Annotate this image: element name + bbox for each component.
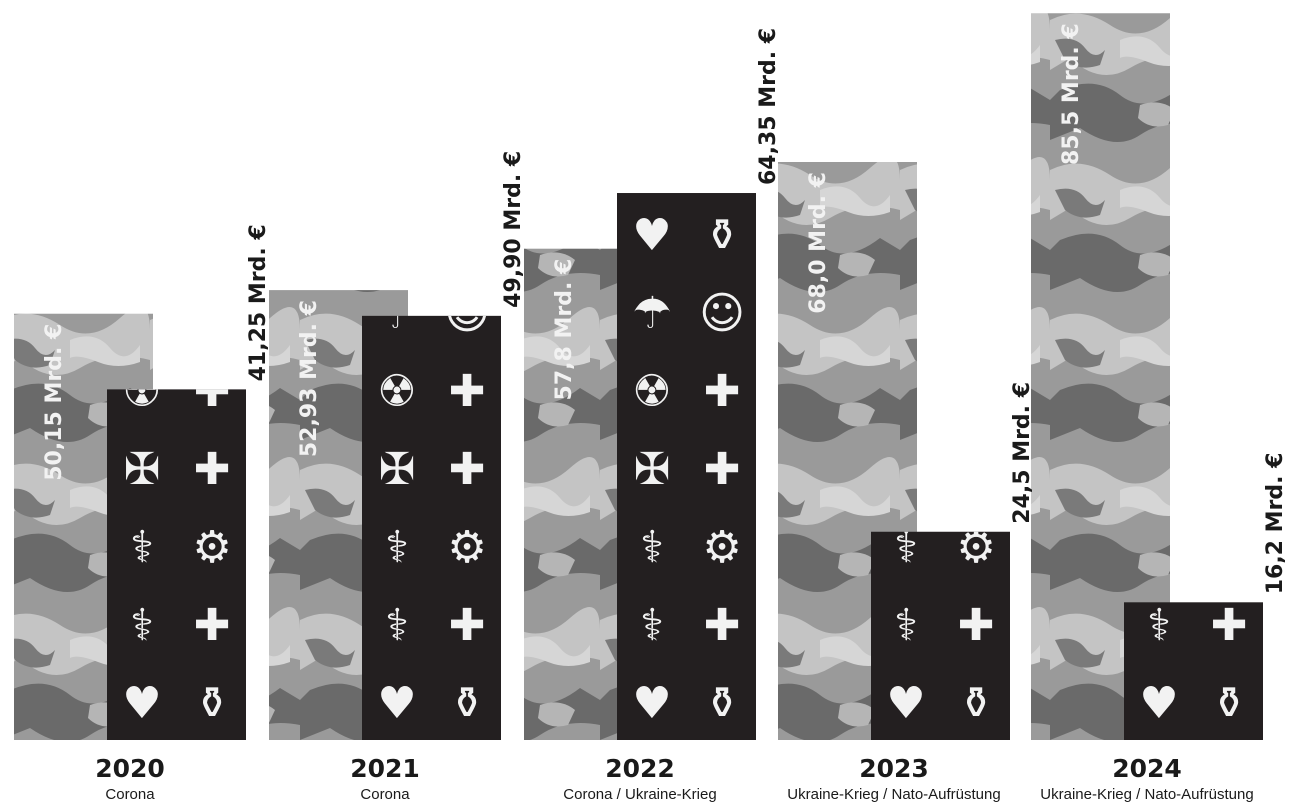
first-aid-kit-icon: ✚: [958, 600, 995, 651]
medicine-bottle-icon: ⚱: [449, 678, 486, 729]
family-icon: ☺: [444, 288, 490, 339]
thermometer-icon: ⚙: [1209, 522, 1248, 573]
syringe-icon: ☢: [632, 366, 671, 417]
blood-bag-icon: ✚: [1211, 444, 1248, 495]
first-aid-kit-icon: ✚: [958, 132, 995, 183]
bar-medical-2024: [1124, 602, 1263, 740]
bar-medical-2022: [617, 193, 756, 740]
syringe-icon: ☢: [122, 366, 161, 417]
heart-icon: ♥: [377, 210, 416, 261]
year-label-2022: 2022: [605, 754, 675, 783]
subtitle-label-2021: Corona: [360, 786, 410, 803]
blood-bag-icon: ✚: [704, 444, 741, 495]
medicine-bottle-icon: ⚱: [1211, 210, 1248, 261]
dropper-icon: ⚕: [130, 132, 154, 183]
medical-icons-2022: ♥ ⚱ ⚕ ✚ ⚕ ⚙ ✠ ✚ ☢ ✚ ☂ ☺ ♥ ⚱ ⚕ ✚: [632, 132, 745, 729]
thermometer-icon: ⚙: [702, 522, 741, 573]
heart-icon: ♥: [122, 678, 161, 729]
bar-medical-2020: [107, 389, 246, 740]
family-icon: ☺: [189, 288, 235, 339]
medical-icons-2021: ♥ ⚱ ⚕ ✚ ⚕ ⚙ ✠ ✚ ☢ ✚ ☂ ☺ ♥ ⚱ ⚕ ✚: [377, 132, 490, 729]
subtitle-label-2022: Corona / Ukraine-Krieg: [563, 786, 716, 803]
dropper-icon: ⚕: [1147, 600, 1171, 651]
blood-bag-icon: ✚: [958, 444, 995, 495]
stethoscope-icon: ⚕: [640, 522, 664, 573]
heart-icon: ♥: [886, 678, 925, 729]
value-label-camo-2020: 50,15 Mrd. €: [42, 324, 67, 481]
family-icon: ☺: [1206, 288, 1252, 339]
medicine-bottle-icon: ⚱: [194, 210, 231, 261]
syringe-icon: ☢: [377, 366, 416, 417]
value-label-medical-2022: 64,35 Mrd. €: [756, 28, 781, 185]
umbrella-icon: ☂: [632, 288, 671, 339]
bandage-icon: ✠: [124, 444, 161, 495]
first-aid-kit-icon: ✚: [449, 600, 486, 651]
first-aid-kit-icon: ✚: [449, 132, 486, 183]
first-aid-kit-icon: ✚: [704, 600, 741, 651]
dropper-icon: ⚕: [640, 600, 664, 651]
bandage-icon: ✠: [634, 444, 671, 495]
value-label-camo-2022: 57,8 Mrd. €: [552, 259, 577, 401]
heart-icon: ♥: [632, 210, 671, 261]
hand-plus-icon: ✚: [449, 366, 486, 417]
hand-plus-icon: ✚: [1211, 366, 1248, 417]
medical-icons-2023: ♥⚱⚕✚⚕⚙✠✚☢✚☂☺♥⚱⚕✚: [886, 132, 999, 729]
blood-bag-icon: ✚: [449, 444, 486, 495]
thermometer-icon: ⚙: [956, 522, 995, 573]
heart-icon: ♥: [632, 678, 671, 729]
medical-icons-2020: ♥ ⚱⚕ ✚⚕ ⚙✠ ✚☢ ✚☂ ☺♥ ⚱⚕ ✚: [122, 132, 235, 729]
family-icon: ☺: [953, 288, 999, 339]
year-label-2020: 2020: [95, 754, 165, 783]
umbrella-icon: ☂: [377, 288, 416, 339]
thermometer-icon: ⚙: [447, 522, 486, 573]
first-aid-kit-icon: ✚: [1211, 600, 1248, 651]
value-label-medical-2020: 41,25 Mrd. €: [246, 224, 271, 381]
stethoscope-icon: ⚕: [130, 522, 154, 573]
medicine-bottle-icon: ⚱: [704, 210, 741, 261]
bar-medical-2021: [362, 315, 501, 740]
value-label-camo-2021: 52,93 Mrd. €: [297, 300, 322, 457]
medicine-bottle-icon: ⚱: [958, 210, 995, 261]
hand-plus-icon: ✚: [704, 366, 741, 417]
dropper-icon: ⚕: [130, 600, 154, 651]
dropper-icon: ⚕: [385, 132, 409, 183]
hand-plus-icon: ✚: [194, 366, 231, 417]
medicine-bottle-icon: ⚱: [958, 678, 995, 729]
medicine-bottle-icon: ⚱: [704, 678, 741, 729]
medical-icons-2024: ♥⚱⚕✚⚕⚙✠✚☢✚☂☺♥⚱⚕✚: [1139, 132, 1252, 729]
heart-icon: ♥: [122, 210, 161, 261]
bandage-icon: ✠: [379, 444, 416, 495]
value-label-medical-2021: 49,90 Mrd. €: [501, 151, 526, 308]
year-label-2024: 2024: [1112, 754, 1182, 783]
heart-icon: ♥: [1139, 678, 1178, 729]
dropper-icon: ⚕: [640, 132, 664, 183]
stethoscope-icon: ⚕: [385, 522, 409, 573]
medicine-bottle-icon: ⚱: [449, 210, 486, 261]
year-label-2021: 2021: [350, 754, 420, 783]
dropper-icon: ⚕: [894, 600, 918, 651]
first-aid-kit-icon: ✚: [194, 600, 231, 651]
medicine-bottle-icon: ⚱: [1211, 678, 1248, 729]
subtitle-label-2024: Ukraine-Krieg / Nato-Aufrüstung: [1040, 786, 1253, 803]
bar-medical-2023: [871, 531, 1010, 740]
thermometer-icon: ⚙: [192, 522, 231, 573]
year-label-2023: 2023: [859, 754, 929, 783]
dropper-icon: ⚕: [385, 600, 409, 651]
medicine-bottle-icon: ⚱: [194, 678, 231, 729]
subtitle-label-2023: Ukraine-Krieg / Nato-Aufrüstung: [787, 786, 1000, 803]
heart-icon: ♥: [377, 678, 416, 729]
first-aid-kit-icon: ✚: [704, 132, 741, 183]
value-label-medical-2023: 24,5 Mrd. €: [1010, 382, 1035, 524]
family-icon: ☺: [699, 288, 745, 339]
stethoscope-icon: ⚕: [894, 522, 918, 573]
value-label-camo-2024: 85,5 Mrd. €: [1059, 23, 1084, 165]
subtitle-label-2020: Corona: [105, 786, 155, 803]
value-label-medical-2024: 16,2 Mrd. €: [1263, 453, 1288, 595]
value-label-camo-2023: 68,0 Mrd. €: [806, 172, 831, 314]
first-aid-kit-icon: ✚: [194, 132, 231, 183]
blood-bag-icon: ✚: [194, 444, 231, 495]
first-aid-kit-icon: ✚: [1211, 132, 1248, 183]
hand-plus-icon: ✚: [958, 366, 995, 417]
